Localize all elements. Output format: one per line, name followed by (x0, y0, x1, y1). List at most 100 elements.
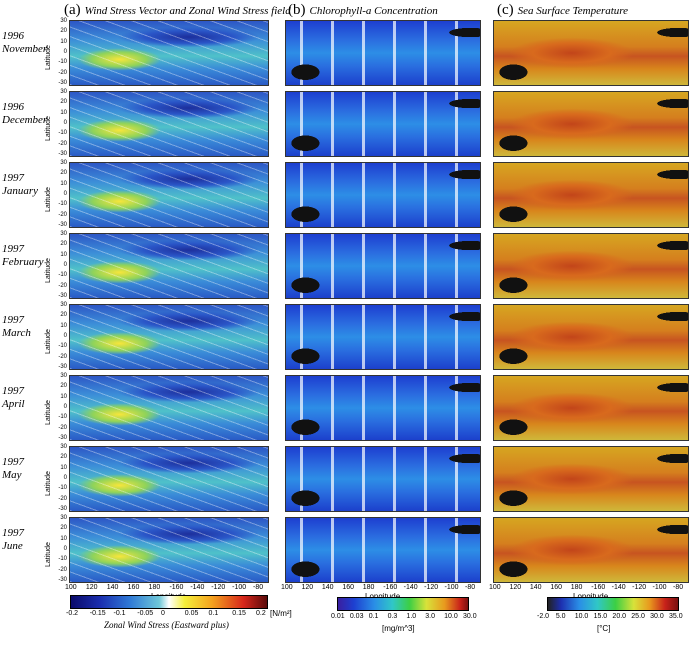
sst-map (493, 233, 689, 299)
longitude-tick: -80 (253, 584, 264, 591)
longitude-axis-label: Longitude (573, 592, 608, 601)
row-year: 1996 (2, 30, 24, 42)
colorbar-tick: 10.0 (444, 613, 458, 620)
colorbar-tick: -0.05 (137, 610, 154, 617)
row-year: 1997 (2, 172, 24, 184)
latitude-tick: 10 (60, 109, 67, 116)
latitude-tick: 30 (60, 160, 67, 166)
latitude-tick: -10 (58, 130, 67, 137)
latitude-tick: 30 (60, 373, 67, 379)
colorbar-tick: 20.0 (612, 613, 627, 620)
latitude-tick: 30 (60, 302, 67, 308)
longitude-tick: -120 (424, 584, 439, 591)
longitude-tick: -140 (403, 584, 418, 591)
header-wind: (a) Wind Stress Vector and Zonal Wind Str… (64, 2, 291, 19)
longitude-tick: 120 (85, 584, 98, 591)
chlorophyll-map (285, 20, 481, 86)
latitude-tick: -30 (58, 222, 67, 228)
latitude-tick: 20 (60, 241, 67, 248)
colorbar-tick: 5.0 (555, 613, 566, 620)
row-year: 1996 (2, 101, 24, 113)
sst-map (493, 517, 689, 583)
panel-title-c: Sea Surface Temperature (517, 5, 629, 17)
longitude-axis-label: Longitude (365, 592, 400, 601)
latitude-tick: 10 (60, 535, 67, 542)
row-month: April (2, 398, 25, 410)
sst-map (493, 375, 689, 441)
latitude-tick: 10 (60, 38, 67, 45)
latitude-tick: 20 (60, 99, 67, 106)
latitude-tick: 10 (60, 464, 67, 471)
latitude-tick: -10 (58, 343, 67, 350)
wind-stress-map (69, 517, 269, 583)
longitude-tick: -80 (673, 584, 684, 591)
colorbar-tick: 15.0 (593, 613, 608, 620)
longitude-tick: -100 (444, 584, 459, 591)
longitude-tick: 160 (342, 584, 355, 591)
wind-colorbar (70, 595, 268, 609)
latitude-tick: 30 (60, 444, 67, 450)
wind-colorbar-unit: [N/m²] (270, 609, 292, 618)
wind-stress-map (69, 20, 269, 86)
longitude-tick: -140 (611, 584, 626, 591)
latitude-tick: -20 (58, 353, 67, 360)
latitude-tick: -10 (58, 59, 67, 66)
latitude-tick: -10 (58, 414, 67, 421)
latitude-tick: 10 (60, 251, 67, 258)
latitude-tick: 0 (63, 191, 67, 197)
latitude-tick: -20 (58, 566, 67, 573)
colorbar-tick: 0.05 (184, 610, 199, 617)
latitude-tick: -20 (58, 282, 67, 289)
wind-stress-map (69, 162, 269, 228)
row-month: May (2, 469, 22, 481)
wind-stress-map (69, 446, 269, 512)
colorbar-tick: 3.0 (425, 613, 436, 620)
colorbar-tick: 0.3 (387, 613, 398, 620)
latitude-tick: -30 (58, 151, 67, 157)
row-label: 1997 March (2, 314, 31, 340)
longitude-tick: 120 (301, 584, 314, 591)
chlorophyll-map (285, 446, 481, 512)
wind-colorbar-label: Zonal Wind Stress (Eastward plus) (104, 620, 229, 630)
latitude-tick: -20 (58, 140, 67, 147)
chlorophyll-map (285, 162, 481, 228)
latitude-tick: 0 (63, 546, 67, 552)
longitude-tick: -160 (591, 584, 606, 591)
colorbar-tick: -2.0 (537, 613, 550, 620)
latitude-tick: -30 (58, 80, 67, 86)
latitude-tick: -10 (58, 201, 67, 208)
longitude-tick: -160 (169, 584, 184, 591)
row-month: March (2, 327, 31, 339)
chlorophyll-colorbar-unit: [mg/m^3] (382, 624, 415, 633)
longitude-tick: -120 (632, 584, 647, 591)
latitude-tick: 0 (63, 120, 67, 126)
colorbar-tick: 30.0 (650, 613, 664, 620)
row-year: 1997 (2, 314, 24, 326)
colorbar-tick: -0.15 (89, 610, 106, 617)
row-month: February (2, 256, 44, 268)
row-year: 1997 (2, 385, 24, 397)
latitude-tick: -30 (58, 506, 67, 512)
sst-map (493, 304, 689, 370)
chlorophyll-map (285, 304, 481, 370)
row-year: 1997 (2, 527, 24, 539)
wind-stress-map (69, 233, 269, 299)
panel-title-b: Chlorophyll-a Concentration (309, 5, 438, 17)
longitude-tick: 140 (529, 584, 542, 591)
longitude-tick: 120 (509, 584, 522, 591)
latitude-tick: 0 (63, 475, 67, 481)
row-year: 1997 (2, 456, 24, 468)
latitude-tick: -10 (58, 272, 67, 279)
sst-map (493, 91, 689, 157)
sst-map (493, 20, 689, 86)
latitude-tick: 10 (60, 393, 67, 400)
latitude-tick: 30 (60, 231, 67, 237)
latitude-tick: 20 (60, 454, 67, 461)
latitude-tick: -10 (58, 556, 67, 563)
longitude-tick: -80 (465, 584, 476, 591)
row-month: January (2, 185, 39, 197)
panel-tag-b: (b) (288, 2, 306, 18)
longitude-tick: 160 (550, 584, 563, 591)
longitude-tick: -160 (383, 584, 398, 591)
longitude-tick: -100 (232, 584, 247, 591)
